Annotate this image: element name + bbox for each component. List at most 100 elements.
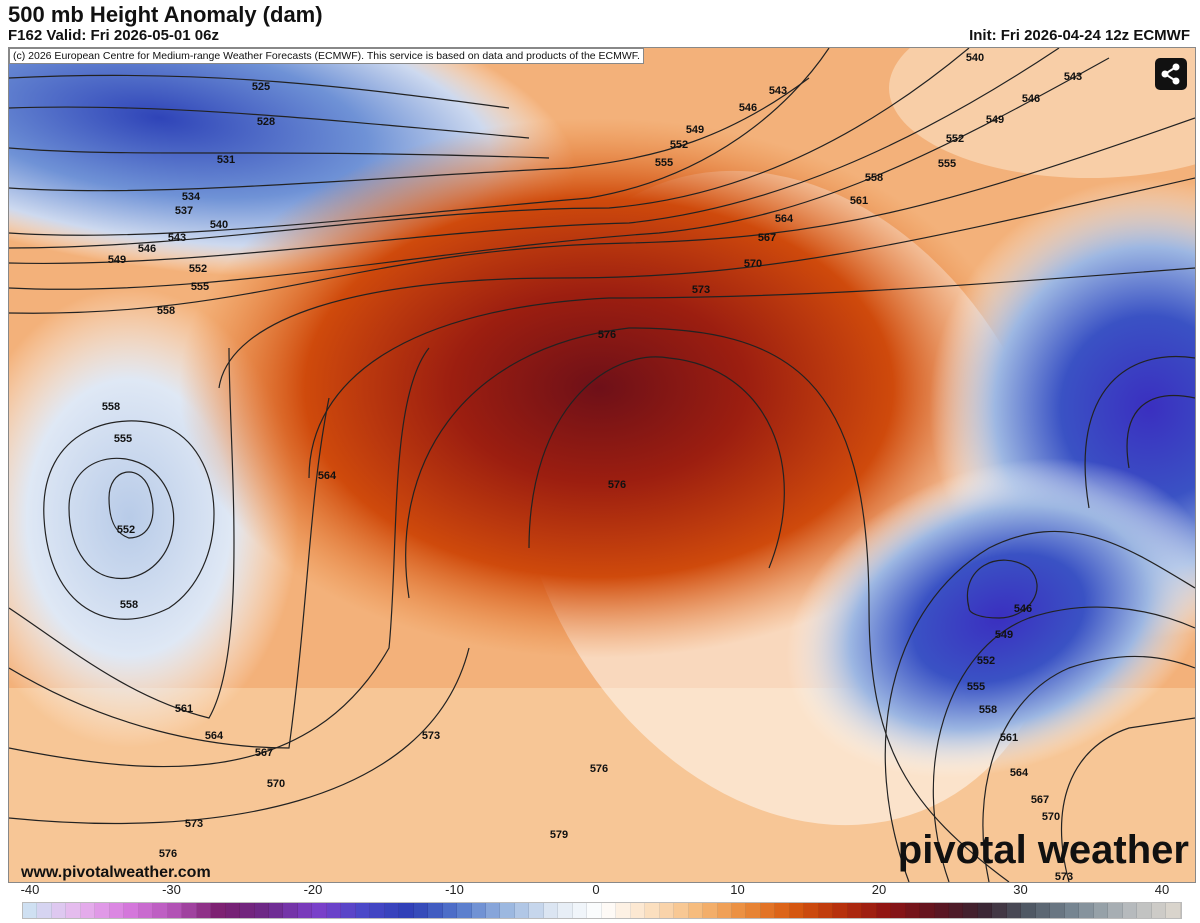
contour-label: 576 xyxy=(598,329,616,341)
contour-label: 546 xyxy=(739,102,757,114)
colorbar-swatch xyxy=(789,903,805,918)
contour-label: 552 xyxy=(670,139,688,151)
colorbar-swatch xyxy=(384,903,400,918)
colorbar-swatch xyxy=(153,903,168,918)
contour-label: 555 xyxy=(967,681,985,693)
height-contour xyxy=(108,471,154,539)
contour-label: 564 xyxy=(205,730,224,742)
contour-label: 546 xyxy=(138,243,156,255)
colorbar-swatch xyxy=(500,903,515,918)
colorbar-swatch xyxy=(1021,903,1036,918)
contour-label: 570 xyxy=(744,258,762,270)
height-contour xyxy=(932,606,1195,882)
colorbar-tick-label: 40 xyxy=(1154,882,1170,897)
height-contour xyxy=(405,327,1010,882)
contour-label: 549 xyxy=(995,629,1013,641)
height-contour xyxy=(982,655,1195,882)
contour-label: 540 xyxy=(966,52,984,64)
colorbar-swatch xyxy=(1137,903,1152,918)
height-contour xyxy=(9,397,330,749)
colorbar-swatch xyxy=(949,903,964,918)
height-contour xyxy=(9,647,470,825)
colorbar-tick-label: -10 xyxy=(445,882,464,897)
height-contour xyxy=(1060,717,1195,882)
colorbar-swatch xyxy=(963,903,978,918)
height-contour xyxy=(9,74,510,109)
colorbar-swatch xyxy=(471,903,486,918)
contour-label: 555 xyxy=(114,433,132,445)
contour-label: 564 xyxy=(318,470,337,482)
contour-label: 567 xyxy=(1031,794,1049,806)
colorbar-swatch xyxy=(225,903,241,918)
share-button[interactable] xyxy=(1155,58,1187,90)
colorbar-swatch xyxy=(833,903,848,918)
colorbar-swatch xyxy=(891,903,906,918)
colorbar-swatch xyxy=(688,903,704,918)
map-panel[interactable]: (c) 2026 European Centre for Medium-rang… xyxy=(8,47,1196,883)
colorbar-swatch xyxy=(862,903,877,918)
colorbar-swatch xyxy=(587,903,602,918)
colorbar-swatch xyxy=(659,903,675,918)
contour-label: 561 xyxy=(850,195,868,207)
height-contour xyxy=(9,117,1195,314)
height-contour xyxy=(9,77,810,192)
contour-label: 552 xyxy=(946,133,964,145)
contour-label: 528 xyxy=(257,116,275,128)
colorbar-swatch xyxy=(543,903,559,918)
init-time: Init: Fri 2026-04-24 12z ECMWF xyxy=(969,27,1190,44)
contour-label: 549 xyxy=(986,114,1004,126)
colorbar-swatch xyxy=(138,903,154,918)
colorbar-swatch xyxy=(1166,903,1181,918)
colorbar-tick-label: -20 xyxy=(303,882,323,897)
contour-label: 558 xyxy=(157,305,175,317)
colorbar-swatch xyxy=(1050,903,1065,918)
height-contour xyxy=(9,48,970,249)
colorbar-swatch xyxy=(847,903,863,918)
colorbar-swatch xyxy=(268,903,284,918)
contour-label: 558 xyxy=(120,599,138,611)
colorbar-swatch xyxy=(977,903,993,918)
colorbar-swatch xyxy=(920,903,935,918)
colorbar-swatch xyxy=(804,903,819,918)
pivotal-weather-logo: pivotal weather xyxy=(897,828,1189,872)
colorbar-swatch xyxy=(1064,903,1080,918)
height-contour xyxy=(9,347,430,768)
colorbar-swatch xyxy=(355,903,371,918)
colorbar-tick-label: 20 xyxy=(871,882,887,897)
colorbar-swatch xyxy=(240,903,255,918)
colorbar-swatch xyxy=(80,903,96,918)
colorbar xyxy=(22,902,1182,919)
contour-label: 573 xyxy=(1055,871,1073,882)
height-contour xyxy=(9,48,830,236)
contour-label: 561 xyxy=(1000,732,1018,744)
height-contour xyxy=(9,57,1110,290)
copyright-notice: (c) 2026 European Centre for Medium-rang… xyxy=(9,48,644,64)
colorbar-swatch xyxy=(66,903,81,918)
colorbar-swatch xyxy=(167,903,183,918)
contour-label: 573 xyxy=(422,730,440,742)
contour-label: 540 xyxy=(210,219,228,231)
contour-label: 558 xyxy=(102,401,120,413)
height-contour xyxy=(1084,355,1195,509)
colorbar-swatch xyxy=(51,903,67,918)
contour-label: 552 xyxy=(189,263,207,275)
colorbar-tick-label: 10 xyxy=(730,882,745,897)
colorbar-tick-label: 30 xyxy=(1013,882,1028,897)
height-contour xyxy=(528,356,785,569)
colorbar-swatch xyxy=(703,903,718,918)
colorbar-swatch xyxy=(731,903,747,918)
colorbar-swatch xyxy=(674,903,689,918)
colorbar-swatch xyxy=(760,903,776,918)
colorbar-swatch xyxy=(934,903,949,918)
website-text: www.pivotalweather.com xyxy=(21,864,211,881)
colorbar-swatch xyxy=(1079,903,1094,918)
colorbar-tick-label: -30 xyxy=(162,882,181,897)
page-title: 500 mb Height Anomaly (dam) xyxy=(8,2,323,27)
height-contour xyxy=(308,267,1195,479)
colorbar-swatch xyxy=(746,903,761,918)
colorbar-tick-label: 0 xyxy=(592,882,600,897)
contour-label: 543 xyxy=(168,232,186,244)
colorbar-swatch xyxy=(601,903,617,918)
contour-label: 546 xyxy=(1022,93,1040,105)
contour-label: 525 xyxy=(252,81,270,93)
